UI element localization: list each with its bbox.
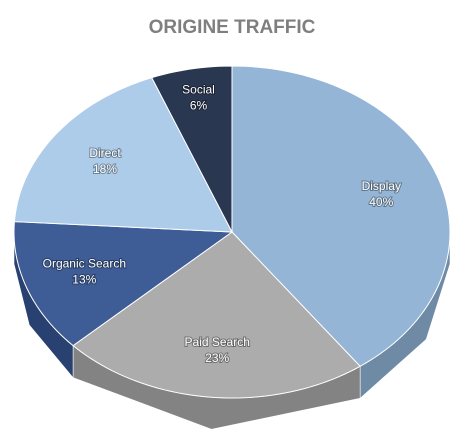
pie-slice (72, 231, 361, 399)
pie-labels: Display 40% Paid Search 23% Organic Search 13… (42, 81, 402, 366)
pie-slice (231, 65, 451, 367)
slice-label: Organic Search (43, 257, 126, 271)
pie-tops (13, 65, 451, 399)
pie-slice (13, 221, 234, 347)
slice-value-label: 6% (190, 98, 208, 112)
slice-value-label: 13% (72, 273, 96, 287)
slice-label: Paid Search (185, 335, 250, 349)
slice-label: Display (362, 179, 401, 193)
slice-label: Social (182, 82, 215, 96)
slice-value-label: 18% (93, 162, 117, 176)
chart-title: ORIGINE TRAFFIC (149, 17, 316, 38)
pie-slice (151, 65, 233, 233)
slice-value-label: 23% (205, 351, 229, 365)
pie-slice (13, 77, 233, 233)
slice-label: Direct (89, 146, 121, 160)
slice-value-label: 40% (369, 195, 393, 209)
